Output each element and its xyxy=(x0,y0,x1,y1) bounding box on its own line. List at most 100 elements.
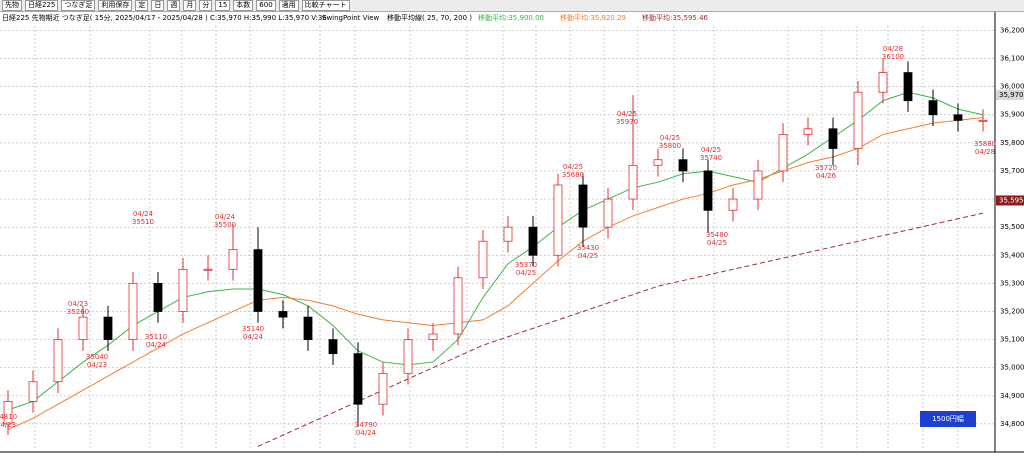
y-tick-label: 35,900 xyxy=(1000,111,1024,119)
x-tick-label: 13:30 xyxy=(628,461,648,462)
candle-body xyxy=(503,226,513,242)
toolbar-item[interactable]: 定 xyxy=(135,0,149,11)
swing-date: 04/25 xyxy=(701,146,721,154)
candle-body xyxy=(278,311,288,318)
y-tick-label: 35,800 xyxy=(1000,139,1024,147)
candle-body xyxy=(778,134,788,172)
y-tick-label: 35,500 xyxy=(1000,223,1024,231)
y-tick-label: 35,100 xyxy=(1000,336,1024,344)
candle-body xyxy=(903,72,913,102)
y-tick-label: 35,000 xyxy=(1000,364,1024,372)
y-tick-label: 35,200 xyxy=(1000,307,1024,315)
swing-price: 35680 xyxy=(562,171,584,179)
x-tick-label: 04:30 xyxy=(206,461,226,462)
candle-body xyxy=(553,184,563,256)
x-tick-label: 04/25 xyxy=(457,461,477,462)
swing-date: 04/24 xyxy=(133,210,154,218)
candle-body xyxy=(153,282,163,312)
swing-date: 04/24 xyxy=(146,341,167,349)
swing-date: 04/28 xyxy=(883,45,903,53)
candle-body xyxy=(703,170,713,211)
candle-body xyxy=(928,100,938,116)
candle-body xyxy=(253,249,263,312)
x-tick-label: 15:45 xyxy=(664,461,684,462)
y-tick-label: 34,800 xyxy=(1000,420,1024,428)
toolbar-item[interactable]: 月 xyxy=(183,0,197,11)
candle-body xyxy=(528,226,538,256)
ma-line xyxy=(7,117,984,430)
candle-body xyxy=(28,381,38,402)
candle-body xyxy=(203,268,213,271)
x-tick-label: 02:15 xyxy=(493,461,513,462)
swing-date: 04/25 xyxy=(707,239,727,247)
ma-title: 移動平均線( 25, 70, 200 ) xyxy=(387,13,472,22)
x-tick-label: 04:30 xyxy=(847,461,867,462)
toolbar-item[interactable]: 適用 xyxy=(278,0,299,11)
toolbar-item[interactable]: 15 xyxy=(215,0,231,11)
candle-body xyxy=(878,72,888,93)
swing-date: 04/28 xyxy=(975,148,995,156)
x-tick-label: 15:45 xyxy=(345,461,365,462)
toolbar-item[interactable]: 先物 xyxy=(2,0,22,11)
x-tick-label: 11:15 xyxy=(274,461,294,462)
toolbar-item[interactable]: 本数 xyxy=(233,0,254,11)
y-tick-label: 34,900 xyxy=(1000,392,1024,400)
toolbar-item[interactable]: 週 xyxy=(167,0,181,11)
candle-body xyxy=(653,159,663,166)
toolbar-item[interactable]: 利用保存 xyxy=(98,0,133,11)
x-tick-label: 13:30 xyxy=(310,461,330,462)
swing-price: 35510 xyxy=(132,218,154,226)
candle-body xyxy=(53,339,63,383)
swing-price: 35110 xyxy=(145,333,167,341)
swing-price: 35720 xyxy=(815,164,837,172)
candle-body xyxy=(178,268,188,312)
toolbar-item[interactable]: 日 xyxy=(151,0,165,11)
toolbar-item[interactable]: つなぎ足 xyxy=(61,0,96,11)
swing-price: 35370 xyxy=(515,261,537,269)
swing-date: 04/24 xyxy=(356,429,377,437)
toolbar-item[interactable]: 600 xyxy=(256,0,276,11)
y-tick-label: 36,000 xyxy=(1000,83,1024,91)
info: 日経225 先物期近 つなぎ足( 15分, 2025/04/17 - 2025/… xyxy=(2,13,327,22)
toolbar-item[interactable]: 日経225 xyxy=(25,0,59,11)
swing-date: 04/23 xyxy=(68,300,88,308)
candle-body xyxy=(428,333,438,340)
price-tag xyxy=(996,195,1024,206)
toolbar-item[interactable]: 比較チャート xyxy=(301,0,350,11)
price-tag-label: 35,970 xyxy=(999,91,1024,99)
x-tick-label: 13:30 xyxy=(948,461,968,462)
price-tag xyxy=(996,90,1024,101)
x-tick-label: 04/26 xyxy=(778,461,799,462)
candle-body xyxy=(228,249,238,270)
badge: 1500円幅 xyxy=(932,414,964,423)
swing-date: 04/23 xyxy=(87,361,107,369)
view: SwingPoint View xyxy=(322,14,379,22)
price-tag-label: 35,595 xyxy=(999,196,1024,204)
badge-box xyxy=(920,411,976,427)
toolbar: 先物 日経225 つなぎ足 利用保存定日週月分 15 本数 600 適用 比較チャート xyxy=(0,0,1024,12)
candle-body xyxy=(978,119,988,122)
y-tick-label: 35,300 xyxy=(1000,279,1024,287)
swing-price: 35480 xyxy=(706,231,728,239)
y-tick-label: 35,400 xyxy=(1000,251,1024,259)
toolbar-item[interactable]: 分 xyxy=(199,0,213,11)
x-tick-label: 04/28 xyxy=(878,461,898,462)
candle-body xyxy=(628,164,638,200)
ma-line xyxy=(257,212,984,447)
candle-body xyxy=(578,184,588,228)
candle-body xyxy=(953,114,963,121)
legend-entry: 移動平均:35,595.46 xyxy=(642,13,709,22)
y-tick-label: 36,200 xyxy=(1000,26,1024,34)
candle-body xyxy=(128,282,138,340)
swing-price: 35430 xyxy=(577,244,599,252)
legend-entry: 移動平均:35,920.29 xyxy=(560,13,626,22)
swing-date: 04/24 xyxy=(215,213,236,221)
x-tick-label: 15:45 xyxy=(25,461,45,462)
candle-body xyxy=(403,339,413,374)
candle-body xyxy=(328,339,338,355)
candle-body xyxy=(78,316,88,340)
candle-body xyxy=(303,316,313,340)
swing-price: 35500 xyxy=(214,221,236,229)
candle-body xyxy=(828,128,838,149)
